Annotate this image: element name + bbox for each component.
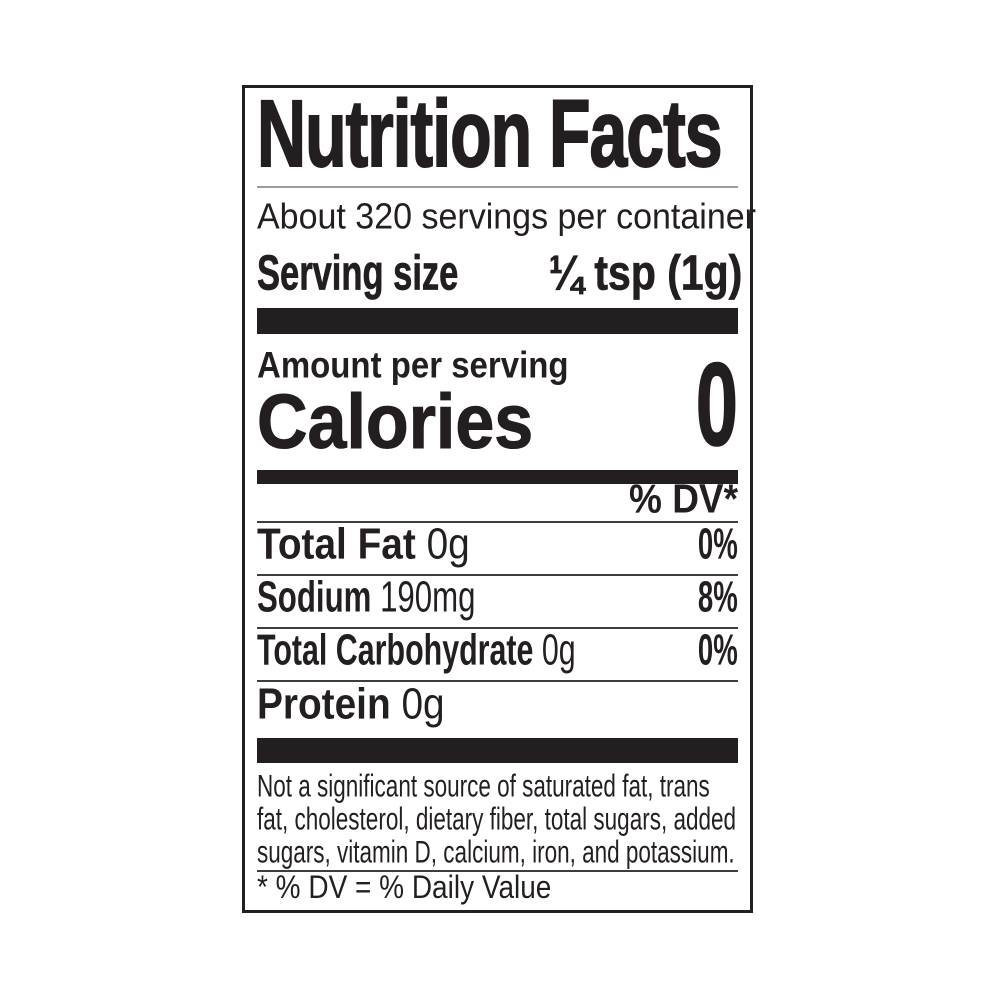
nutrient-amount: 0g xyxy=(426,520,470,569)
amount-per-serving-row: Amount per serving xyxy=(257,334,738,386)
disclaimer-text: Not a significant source of saturated fa… xyxy=(257,768,710,803)
nutrient-name-amount: Total Fat 0g xyxy=(257,522,470,566)
calories-row: Calories 0 xyxy=(256,346,738,465)
disclaimer-line: sugars, vitamin D, calcium, iron, and po… xyxy=(257,835,738,868)
thick-bar-top xyxy=(257,308,738,334)
row-divider xyxy=(257,574,738,576)
thick-bar-calories xyxy=(257,470,738,484)
serving-size-row: Serving size ¼ tsp (1g) xyxy=(257,238,743,302)
nutrient-name: Total Fat xyxy=(257,520,427,569)
nutrient-name-amount: Total Carbohydrate 0g xyxy=(257,628,576,672)
nutrient-row-total-fat: Total Fat 0g 0% xyxy=(257,520,738,574)
footnote-divider xyxy=(257,870,738,872)
nutrient-dv: 0% xyxy=(698,626,738,675)
disclaimer: Not a significant source of saturated fa… xyxy=(257,769,738,868)
serving-size-label: Serving size xyxy=(257,245,459,301)
daily-value-header-row: % DV* xyxy=(257,478,738,521)
nutrient-amount: 190mg xyxy=(380,573,476,622)
nutrient-dv: 0% xyxy=(698,520,738,569)
nutrient-row-total-carbohydrate: Total Carbohydrate 0g 0% xyxy=(257,626,738,680)
nutrient-row-protein: Protein 0g xyxy=(257,682,738,738)
nutrient-row-sodium: Sodium 190mg 8% xyxy=(257,573,738,627)
servings-per-container: About 320 servings per container xyxy=(257,196,756,238)
serving-size-value: ¼ tsp (1g) xyxy=(549,245,743,301)
nutrient-name-amount: Sodium 190mg xyxy=(257,575,475,619)
thick-bar-bottom xyxy=(257,738,738,763)
daily-value-header: % DV* xyxy=(629,476,738,522)
nutrient-name: Sodium xyxy=(257,573,381,622)
row-divider xyxy=(257,627,738,629)
servings-row: About 320 servings per container xyxy=(257,188,756,238)
nutrient-amount: 0g xyxy=(401,680,445,729)
disclaimer-text: fat, cholesterol, dietary fiber, total s… xyxy=(257,801,737,836)
nutrition-facts-label: Nutrition Facts About 320 servings per c… xyxy=(242,85,756,913)
disclaimer-line: fat, cholesterol, dietary fiber, total s… xyxy=(257,802,738,835)
footnote-row: * % DV = % Daily Value xyxy=(257,869,738,908)
title-divider xyxy=(257,186,738,188)
nutrient-name: Protein xyxy=(257,680,402,729)
nutrient-amount: 0g xyxy=(541,626,576,675)
calories-label: Calories xyxy=(256,378,534,465)
nutrient-name-amount: Protein 0g xyxy=(257,682,445,726)
nutrient-dv: 8% xyxy=(698,573,738,622)
calories-value: 0 xyxy=(695,339,738,472)
footnote: * % DV = % Daily Value xyxy=(257,869,552,906)
label-title: Nutrition Facts xyxy=(256,81,723,187)
disclaimer-text: sugars, vitamin D, calcium, iron, and po… xyxy=(257,834,735,869)
label-title-row: Nutrition Facts xyxy=(256,86,738,182)
row-divider xyxy=(257,521,738,523)
amount-per-serving-label: Amount per serving xyxy=(257,345,569,387)
disclaimer-line: Not a significant source of saturated fa… xyxy=(257,769,738,802)
nutrient-name: Total Carbohydrate xyxy=(257,626,542,675)
row-divider xyxy=(257,680,738,682)
